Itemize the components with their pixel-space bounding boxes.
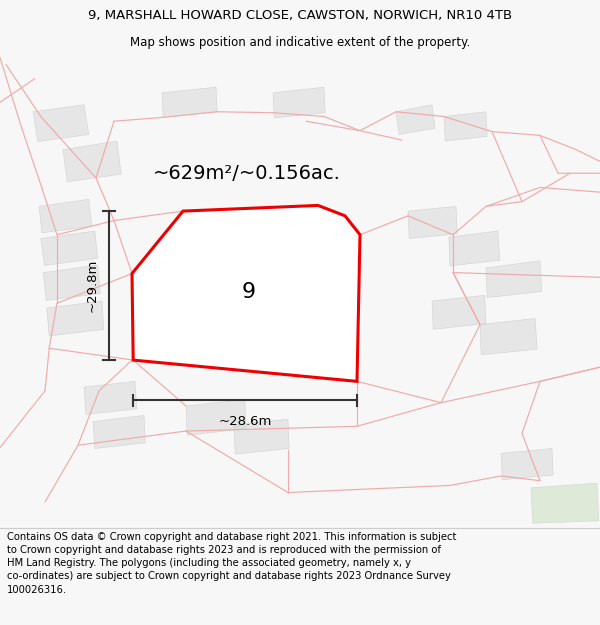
Text: Contains OS data © Crown copyright and database right 2021. This information is : Contains OS data © Crown copyright and d… [7,532,457,594]
Polygon shape [480,319,537,355]
Polygon shape [39,199,92,233]
Polygon shape [531,483,599,523]
Polygon shape [237,312,293,347]
Polygon shape [432,295,486,329]
Polygon shape [43,265,100,301]
Polygon shape [216,283,267,314]
Text: 9, MARSHALL HOWARD CLOSE, CAWSTON, NORWICH, NR10 4TB: 9, MARSHALL HOWARD CLOSE, CAWSTON, NORWI… [88,9,512,22]
Text: ~28.6m: ~28.6m [218,416,272,428]
Polygon shape [444,112,487,141]
Polygon shape [449,231,500,266]
Text: ~629m²/~0.156ac.: ~629m²/~0.156ac. [153,164,341,182]
Text: ~29.8m: ~29.8m [85,259,98,312]
Polygon shape [396,104,435,134]
Polygon shape [234,419,289,454]
Polygon shape [41,231,98,266]
Polygon shape [93,416,145,449]
Polygon shape [501,449,553,480]
Polygon shape [408,206,457,239]
Polygon shape [486,261,542,298]
Polygon shape [84,381,137,414]
Text: Map shows position and indicative extent of the property.: Map shows position and indicative extent… [130,36,470,49]
Polygon shape [63,141,121,182]
Polygon shape [47,301,104,336]
Polygon shape [273,87,325,118]
Polygon shape [294,318,349,349]
Polygon shape [162,87,217,118]
Polygon shape [132,206,360,381]
Text: 9: 9 [242,281,256,301]
Polygon shape [33,104,89,141]
Polygon shape [186,399,246,435]
